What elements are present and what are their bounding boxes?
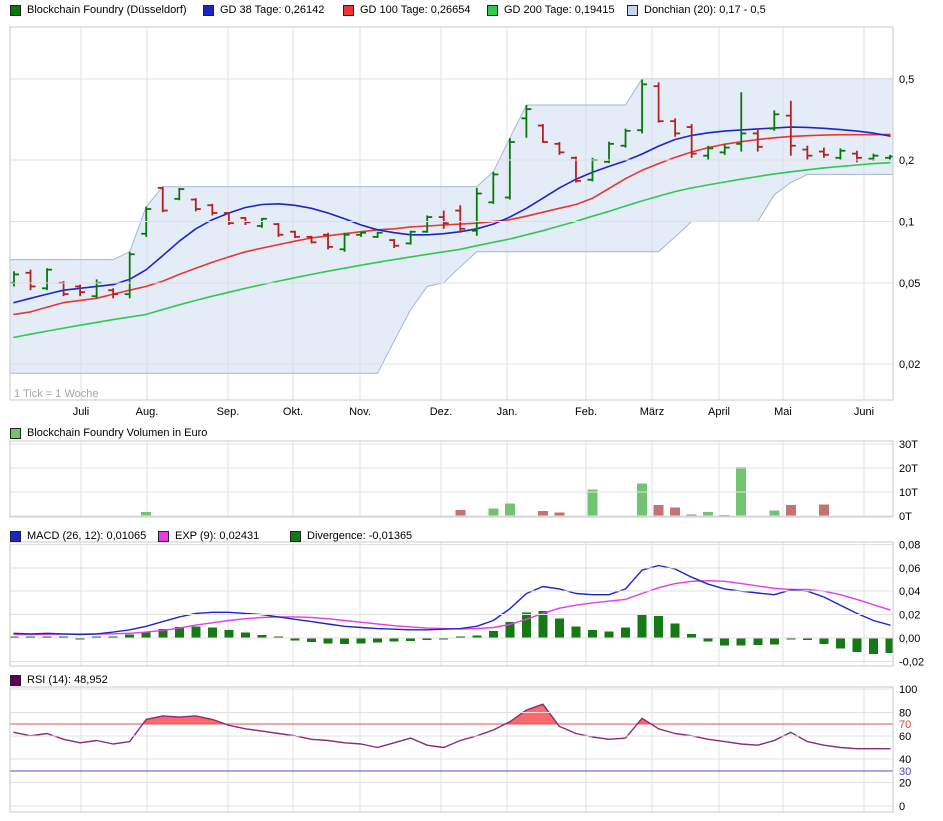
svg-text:0,06: 0,06 [899, 563, 920, 575]
legend-label: Blockchain Foundry (Düsseldorf) [27, 4, 187, 16]
main-chart-legend: Blockchain Foundry (Düsseldorf) GD 38 Ta… [0, 3, 943, 17]
legend-label: GD 100 Tage: 0,26654 [360, 4, 471, 16]
svg-text:60: 60 [899, 731, 911, 743]
price-panel: 0,5 0,2 0,1 0,05 0,02 Juli Aug. Sep. Okt. Nov. Dez… [9, 26, 920, 418]
svg-text:März: März [640, 406, 664, 418]
tick-interval-note: 1 Tick = 1 Woche [14, 388, 99, 400]
svg-text:Okt.: Okt. [283, 406, 303, 418]
gd100-swatch-icon [343, 4, 354, 16]
svg-text:0,02: 0,02 [899, 359, 920, 371]
svg-text:10T: 10T [899, 487, 918, 499]
divergence-swatch-icon [290, 530, 301, 542]
legend-label: GD 38 Tage: 0,26142 [220, 4, 325, 16]
macd-legend: MACD (26, 12): 0,01065 EXP (9): 0,02431 … [0, 529, 943, 543]
svg-text:Jan.: Jan. [497, 406, 518, 418]
svg-text:0,2: 0,2 [899, 155, 914, 167]
legend-item-rsi: RSI (14): 48,952 [10, 673, 108, 687]
instrument-swatch-icon [10, 4, 21, 16]
legend-label: MACD (26, 12): 0,01065 [27, 530, 147, 542]
legend-item-volume: Blockchain Foundry Volumen in Euro [10, 426, 207, 440]
svg-text:70: 70 [899, 719, 911, 731]
macd-panel: 0,08 0,06 0,04 0,02 0,00 -0,02 [9, 539, 924, 668]
legend-item-macd: MACD (26, 12): 0,01065 [10, 529, 146, 543]
svg-text:0,02: 0,02 [899, 610, 920, 622]
macd-swatch-icon [10, 530, 21, 542]
legend-item-gd100: GD 100 Tage: 0,26654 [343, 3, 471, 17]
svg-text:Feb.: Feb. [575, 406, 597, 418]
legend-item-gd38: GD 38 Tage: 0,26142 [203, 3, 324, 17]
legend-label: Blockchain Foundry Volumen in Euro [27, 427, 208, 439]
svg-text:0T: 0T [899, 511, 912, 523]
rsi-legend: RSI (14): 48,952 [0, 673, 943, 687]
svg-text:0,05: 0,05 [899, 278, 920, 290]
legend-item-gd200: GD 200 Tage: 0,19415 [487, 3, 615, 17]
gd38-swatch-icon [203, 4, 214, 16]
gd200-swatch-icon [487, 4, 498, 16]
svg-text:0,04: 0,04 [899, 586, 920, 598]
legend-label: Donchian (20): 0,17 - 0,5 [644, 4, 766, 16]
svg-text:0: 0 [899, 801, 905, 813]
svg-text:100: 100 [899, 684, 917, 696]
svg-text:Mai: Mai [774, 406, 792, 418]
rsi-swatch-icon [10, 674, 21, 686]
svg-text:Sep.: Sep. [217, 406, 240, 418]
volume-legend: Blockchain Foundry Volumen in Euro [0, 426, 943, 440]
svg-text:0,5: 0,5 [899, 74, 914, 86]
legend-label: GD 200 Tage: 0,19415 [504, 4, 615, 16]
legend-item-divergence: Divergence: -0,01365 [290, 529, 412, 543]
svg-text:Juni: Juni [854, 406, 874, 418]
svg-text:Juli: Juli [73, 406, 90, 418]
svg-text:0,00: 0,00 [899, 633, 920, 645]
svg-text:20: 20 [899, 778, 911, 790]
volume-panel: 30T 20T 10T 0T [9, 439, 918, 523]
svg-text:0,08: 0,08 [899, 539, 920, 551]
legend-item-donchian: Donchian (20): 0,17 - 0,5 [627, 3, 766, 17]
svg-text:80: 80 [899, 707, 911, 719]
svg-text:Dez.: Dez. [430, 406, 453, 418]
svg-text:30: 30 [899, 766, 911, 778]
donchian-swatch-icon [627, 4, 638, 16]
svg-text:-0,02: -0,02 [899, 656, 924, 668]
volume-swatch-icon [10, 427, 21, 439]
legend-label: EXP (9): 0,02431 [175, 530, 260, 542]
legend-item-exp: EXP (9): 0,02431 [158, 529, 259, 543]
legend-item-instrument: Blockchain Foundry (Düsseldorf) [10, 3, 187, 17]
legend-label: RSI (14): 48,952 [27, 674, 108, 686]
svg-text:0,1: 0,1 [899, 216, 914, 228]
svg-text:April: April [708, 406, 730, 418]
exp-swatch-icon [158, 530, 169, 542]
svg-text:Aug.: Aug. [136, 406, 159, 418]
legend-label: Divergence: -0,01365 [307, 530, 413, 542]
svg-text:20T: 20T [899, 463, 918, 475]
svg-text:40: 40 [899, 754, 911, 766]
svg-text:30T: 30T [899, 439, 918, 451]
svg-text:Nov.: Nov. [349, 406, 371, 418]
